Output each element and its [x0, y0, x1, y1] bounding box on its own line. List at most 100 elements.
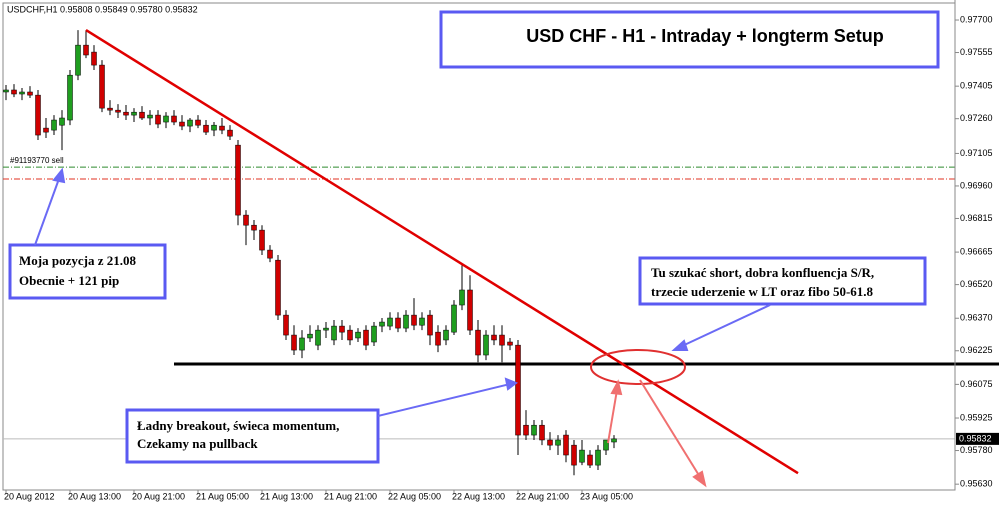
- candle-body: [19, 91, 25, 95]
- candle-body: [123, 111, 129, 116]
- arrow-head: [610, 379, 623, 396]
- candle-body: [355, 331, 361, 339]
- candle-body: [603, 439, 609, 451]
- arrow: [34, 175, 61, 246]
- arrow: [377, 383, 511, 417]
- candle-body: [83, 44, 89, 56]
- position-box: [8, 243, 167, 300]
- candle-body: [291, 334, 297, 351]
- y-tick-label: 0.97405: [960, 81, 993, 91]
- candle-body: [107, 107, 113, 111]
- plot: [3, 29, 999, 476]
- candle-body: [139, 111, 145, 119]
- candle-body: [467, 289, 473, 331]
- candle-body: [155, 114, 161, 125]
- arrow-head: [671, 339, 689, 351]
- x-tick-label: 22 Aug 21:00: [516, 491, 569, 501]
- x-tick-label: 20 Aug 13:00: [68, 491, 121, 501]
- annotation-text: Czekamy na pullback: [137, 436, 258, 451]
- candle-body: [411, 314, 417, 326]
- last-price-label: 0.95832: [959, 433, 992, 443]
- y-tick-label: 0.97700: [960, 14, 993, 24]
- candle-body: [315, 329, 321, 346]
- candle-body: [499, 334, 505, 346]
- candle-body: [35, 94, 41, 136]
- arrow-head: [692, 470, 707, 488]
- candle-body: [531, 424, 537, 436]
- chart-title: USDCHF,H1 0.95808 0.95849 0.95780 0.9583…: [7, 4, 198, 14]
- candle-body: [611, 438, 617, 443]
- candle-body: [171, 115, 177, 123]
- y-tick-label: 0.97105: [960, 148, 993, 158]
- candle-body: [211, 124, 217, 131]
- candle-body: [435, 331, 441, 346]
- y-tick-label: 0.96225: [960, 345, 993, 355]
- y-tick-label: 0.96815: [960, 213, 993, 223]
- candle-body: [179, 121, 185, 127]
- candle-body: [187, 119, 193, 127]
- x-tick-label: 21 Aug 13:00: [260, 491, 313, 501]
- candle-body: [515, 344, 521, 436]
- candle-body: [427, 314, 433, 336]
- x-tick-label: 22 Aug 05:00: [388, 491, 441, 501]
- arrow-head: [504, 377, 519, 391]
- candle-body: [571, 444, 577, 466]
- candle-body: [99, 64, 105, 109]
- y-tick-label: 0.95630: [960, 479, 993, 489]
- y-tick-label: 0.96075: [960, 379, 993, 389]
- candle-body: [115, 109, 121, 113]
- candle-body: [283, 314, 289, 336]
- annotation-text: Moja pozycja z 21.08: [19, 253, 136, 268]
- candle-body: [131, 111, 137, 116]
- candle-body: [555, 439, 561, 446]
- x-tick-label: 20 Aug 21:00: [132, 491, 185, 501]
- candle-body: [507, 341, 513, 346]
- y-tick-label: 0.96665: [960, 246, 993, 256]
- x-tick-label: 23 Aug 05:00: [580, 491, 633, 501]
- candle-body: [331, 325, 337, 341]
- candle-body: [339, 325, 345, 333]
- candle-body: [51, 119, 57, 131]
- candle-body: [163, 115, 169, 123]
- x-tick-label: 20 Aug 2012: [4, 491, 55, 501]
- candle-body: [195, 119, 201, 126]
- trendline: [85, 29, 799, 475]
- candle-body: [387, 317, 393, 327]
- title-box: [439, 10, 940, 69]
- candle-body: [323, 327, 329, 331]
- candle-body: [475, 329, 481, 356]
- candle-body: [67, 74, 73, 121]
- y-tick-label: 0.97555: [960, 47, 993, 57]
- candle-body: [523, 424, 529, 436]
- candle-body: [587, 454, 593, 466]
- y-tick-label: 0.97260: [960, 113, 993, 123]
- candle-body: [11, 89, 17, 95]
- candle-body: [267, 249, 273, 259]
- candle-body: [403, 314, 409, 329]
- arrow: [679, 304, 771, 348]
- candle-body: [219, 125, 225, 131]
- candle-body: [547, 439, 553, 446]
- candle-body: [227, 129, 233, 137]
- candle-body: [419, 317, 425, 326]
- annotation-title: USD CHF - H1 - Intraday + longterm Setup: [526, 26, 884, 46]
- candle-body: [243, 214, 249, 226]
- candle-body: [347, 329, 353, 341]
- candle-body: [363, 329, 369, 346]
- highlight-ellipse: [590, 349, 686, 385]
- y-tick-label: 0.96370: [960, 313, 993, 323]
- x-tick-label: 21 Aug 05:00: [196, 491, 249, 501]
- arrow-head: [52, 167, 66, 184]
- annotation-text: Tu szukać short, dobra konfluencja S/R,: [651, 265, 874, 280]
- y-tick-label: 0.95780: [960, 445, 993, 455]
- candle-body: [75, 44, 81, 76]
- red-arrows: [607, 379, 707, 488]
- annotation-text: Obecnie + 121 pip: [19, 273, 119, 288]
- candle-body: [395, 317, 401, 329]
- candle-body: [379, 321, 385, 327]
- candle-body: [443, 329, 449, 341]
- y-tick-label: 0.96960: [960, 180, 993, 190]
- candle-body: [579, 449, 585, 463]
- candle-body: [275, 259, 281, 316]
